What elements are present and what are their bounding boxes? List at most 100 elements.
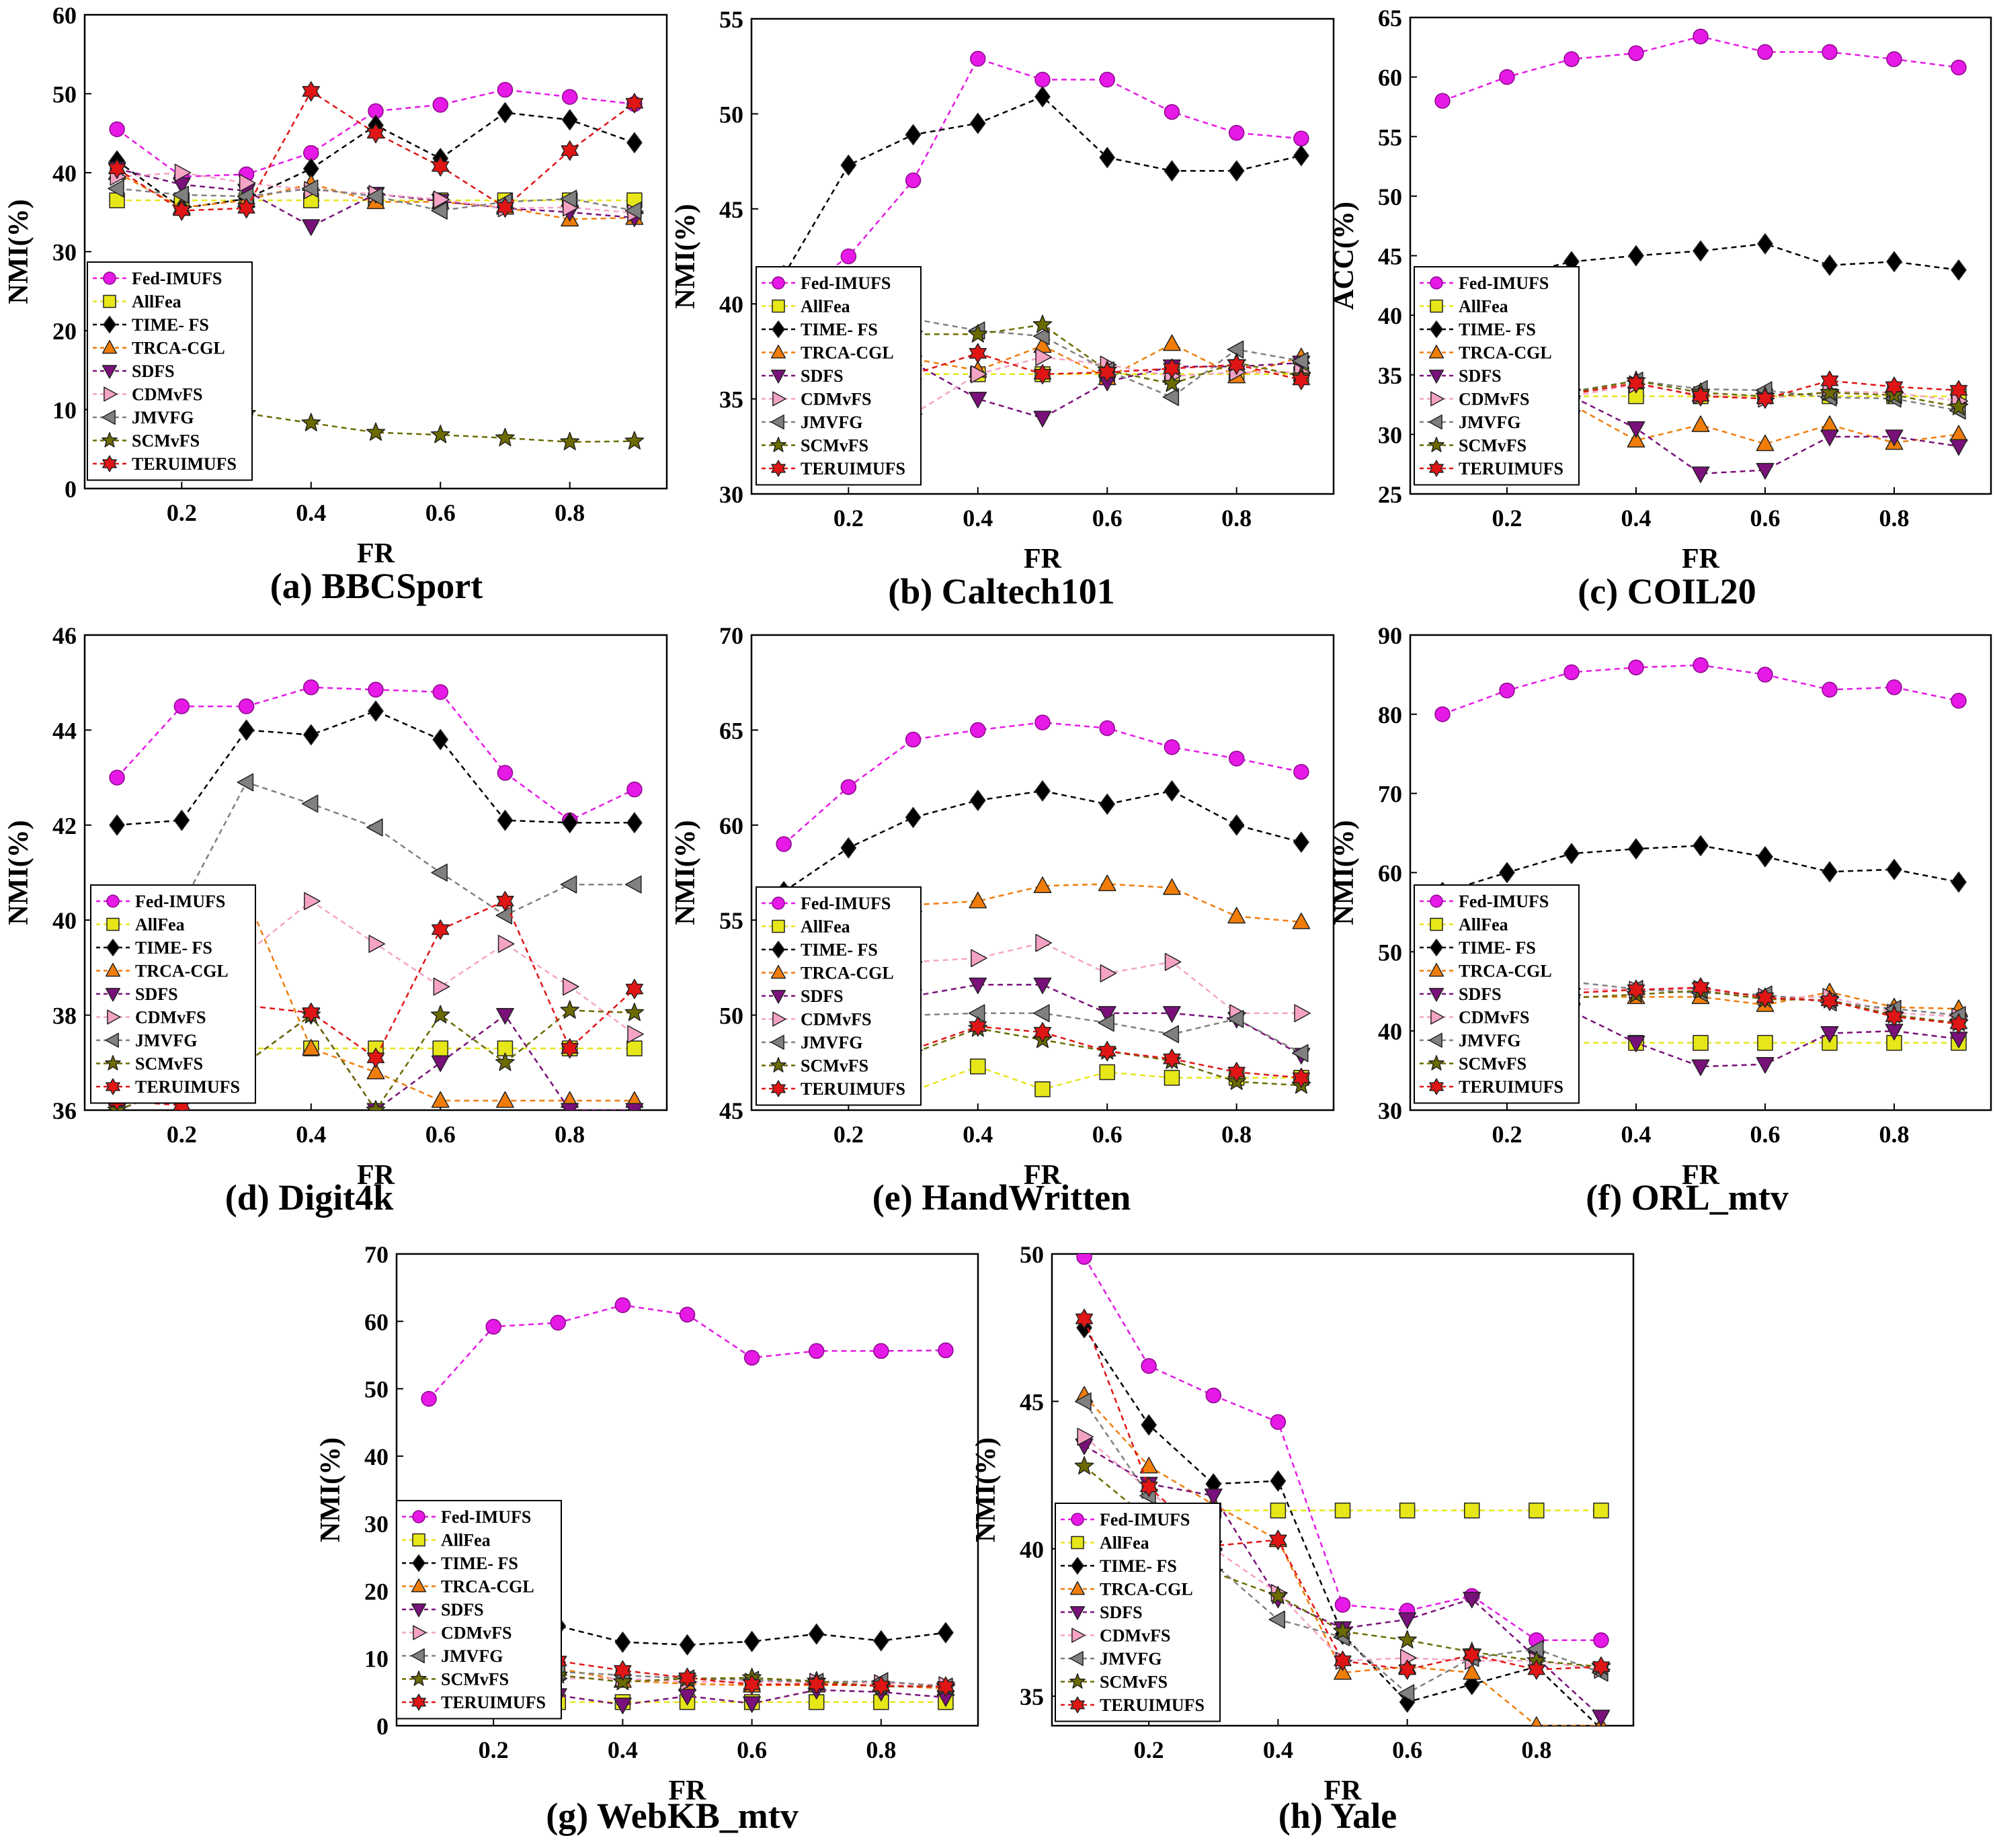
data-point: AllFea: 46.7: [1164, 1070, 1180, 1086]
data-point: CDMvFS: 39.5: [368, 935, 385, 953]
x-tick-label: 0.4: [296, 499, 326, 526]
legend-marker: [770, 344, 786, 359]
legend-marker: [770, 370, 786, 384]
legend-marker: [770, 1057, 786, 1073]
data-point: JMVFG: 50.1: [968, 1004, 985, 1023]
data-point: CDMvFS: 37.6: [627, 1025, 644, 1044]
legend-marker: [771, 1080, 786, 1097]
data-point: CDMvFS: 53: [971, 949, 987, 968]
data-point: TERUIMUFS: 40.9: [1949, 1013, 1968, 1034]
data-point: Fed-IMUFS: 51.8: [1034, 71, 1051, 88]
legend-entry-label: CDMvFS: [801, 390, 871, 409]
data-point: TERUIMUFS: 40.3: [1269, 1529, 1287, 1550]
data-point: AllFea: 41.3: [1334, 1502, 1351, 1519]
series-line-cdmvfs: [117, 171, 635, 214]
data-point: Fed-IMUFS: 64.1: [1164, 739, 1180, 755]
chart-panel-8: 0.2 0.4 0.6 0.8 35 40 45 50 FR NMI(%) Fed-IMUFS: 4…: [971, 1241, 1635, 1836]
data-point: TERUIMUFS: 8.2: [614, 1660, 632, 1681]
data-point: TERUIMUFS: 47.7: [1163, 1048, 1181, 1069]
y-tick-label: 30: [719, 481, 743, 508]
legend-entry-label: CDMvFS: [441, 1624, 512, 1643]
y-tick-label: 36: [52, 1097, 77, 1124]
data-point: Fed-IMUFS: 61.5: [1563, 51, 1580, 67]
legend-marker: [105, 962, 121, 977]
legend-marker: [107, 1009, 121, 1025]
data-point: AllFea: 47: [1099, 1064, 1115, 1081]
x-tick-label: 0.6: [1750, 1121, 1781, 1148]
x-tick-label: 0.6: [1392, 1736, 1422, 1763]
data-point: Fed-IMUFS: 44.5: [173, 698, 190, 714]
data-point: SDFS: 35.5: [1691, 1059, 1710, 1077]
data-point: JMVFG: 42.9: [237, 773, 254, 792]
legend: Fed-IMUFS AllFea TIME- FS TRCA-CGL SDFS CDMvF…: [756, 266, 922, 486]
data-point: Fed-IMUFS: 38.1: [1334, 1597, 1351, 1613]
data-point: TIME- FS: 59.1: [1293, 831, 1309, 853]
legend-marker: [772, 391, 786, 407]
y-axis-label: NMI(%): [3, 820, 34, 925]
legend-entry-label: AllFea: [1459, 297, 1508, 317]
data-point: SDFS: 38.3: [1463, 1591, 1481, 1609]
data-point: TERUIMUFS: 35.2: [173, 200, 191, 221]
legend-entry-label: CDMvFS: [132, 385, 202, 405]
data-point: TERUIMUFS: 33: [1756, 388, 1775, 409]
legend-entry-label: SDFS: [1459, 984, 1502, 1004]
legend-marker: [1428, 414, 1442, 430]
data-point: TRCA-CGL: 36.2: [431, 1091, 450, 1108]
y-tick-label: 60: [1378, 65, 1402, 91]
data-point: JMVFG: 38.3: [1033, 327, 1050, 345]
y-axis-label: NMI(%): [3, 199, 34, 304]
data-point: TIME- FS: 13.8: [938, 1622, 954, 1644]
x-tick-label: 0.4: [1263, 1736, 1293, 1763]
data-point: CDMvFS: 52.2: [1100, 964, 1117, 982]
data-point: TRCA-CGL: 37.9: [1163, 334, 1181, 351]
y-tick-label: 60: [364, 1308, 389, 1335]
data-point: TERUIMUFS: 36.6: [1163, 358, 1181, 379]
series-line-time-fs: [783, 95, 1302, 276]
y-tick-label: 50: [52, 81, 77, 108]
data-point: Fed-IMUFS: 44.9: [368, 681, 384, 698]
data-point: TERUIMUFS: 37.1: [366, 1048, 385, 1068]
legend-marker: [1071, 1557, 1084, 1574]
legend-marker: [106, 917, 120, 931]
data-point: TIME- FS: 43.8: [432, 728, 448, 751]
y-tick-label: 40: [364, 1443, 389, 1470]
data-point: TERUIMUFS: 48.8: [625, 93, 644, 114]
data-point: TERUIMUFS: 45: [366, 123, 385, 144]
data-point: SDFS: 4.4: [678, 1689, 696, 1706]
y-tick-label: 50: [1020, 1241, 1044, 1268]
data-point: Fed-IMUFS: 43: [109, 769, 125, 786]
data-point: JMVFG: 37.6: [1268, 1610, 1286, 1629]
legend-marker: [103, 294, 116, 308]
legend-marker: [772, 941, 785, 958]
data-point: Fed-IMUFS: 64.5: [905, 731, 922, 748]
x-axis-label: FR: [1324, 1775, 1362, 1806]
y-tick-label: 35: [1378, 362, 1402, 389]
data-point: Fed-IMUFS: 59: [776, 836, 792, 852]
legend-entry-label: TIME- FS: [441, 1554, 518, 1573]
data-point: TERUIMUFS: 49.1: [1033, 1022, 1052, 1043]
data-point: TRCA-CGL: 56.8: [1033, 876, 1052, 893]
legend-entry-label: SCMvFS: [132, 431, 200, 451]
legend: Fed-IMUFS AllFea TIME- FS TRCA-CGL SDFS CDMvF…: [1414, 884, 1580, 1104]
data-point: JMVFG: 49.8: [1227, 1009, 1244, 1028]
data-point: TRCA-CGL: 37.3: [302, 1039, 321, 1056]
legend-marker: [105, 988, 121, 1002]
data-point: Fed-IMUFS: 62: [840, 779, 857, 795]
x-tick-label: 0.6: [425, 499, 456, 526]
legend-entry-label: TERUIMUFS: [1459, 459, 1563, 478]
legend-marker: [772, 1011, 786, 1027]
x-tick-label: 0.2: [1134, 1736, 1164, 1763]
data-point: SCMvFS: 38.1: [624, 1003, 645, 1021]
data-point: SDFS: 41.8: [1204, 1488, 1223, 1505]
data-point: SDFS: 35.8: [1756, 1057, 1775, 1074]
legend-entry-label: AllFea: [801, 297, 850, 317]
legend-marker: [1428, 962, 1444, 977]
y-tick-label: 44: [52, 717, 77, 744]
data-point: TIME- FS: 44.4: [368, 700, 384, 722]
data-point: TRCA-CGL: 55.2: [1227, 907, 1246, 924]
y-tick-label: 30: [1378, 421, 1402, 448]
legend-entry-label: TRCA-CGL: [1100, 1580, 1193, 1599]
data-point: JMVFG: 45: [1075, 1392, 1092, 1411]
data-point: SCMvFS: 38: [430, 1005, 450, 1023]
data-point: JMVFG: 49: [1162, 1025, 1180, 1044]
